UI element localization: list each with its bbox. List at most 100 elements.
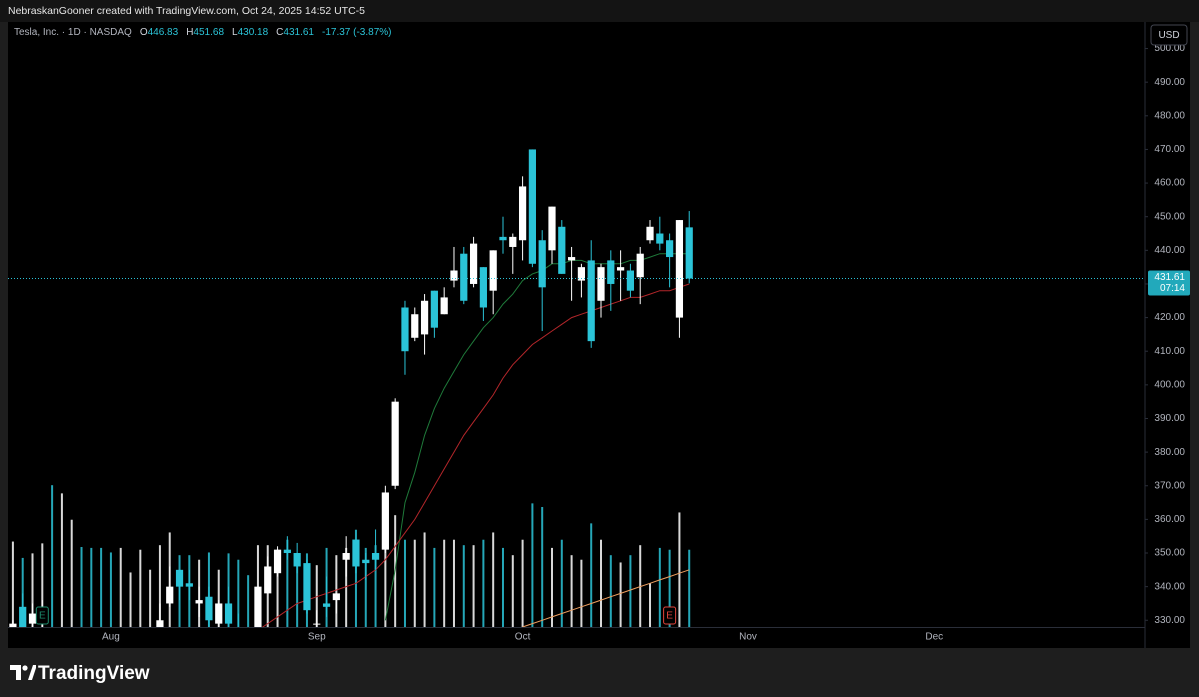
symbol: Tesla, Inc. · 1D · NASDAQ bbox=[14, 27, 132, 38]
moving-average bbox=[261, 283, 690, 627]
candle-body bbox=[19, 606, 27, 627]
x-tick-label: Dec bbox=[925, 632, 943, 643]
candle-body bbox=[666, 240, 674, 258]
legend: Tesla, Inc. · 1D · NASDAQ O 446.83 H 451.6… bbox=[14, 27, 391, 38]
volume-bar bbox=[649, 583, 652, 627]
candle-body bbox=[166, 586, 174, 604]
candle-body bbox=[607, 260, 615, 284]
volume-bar bbox=[70, 519, 73, 627]
candle-body bbox=[528, 149, 536, 264]
candle-body bbox=[587, 260, 595, 342]
candle-body bbox=[283, 549, 291, 554]
brand: TradingView bbox=[38, 663, 150, 684]
volume-bar bbox=[60, 493, 63, 627]
y-tick-label: 440.00 bbox=[1154, 245, 1185, 256]
candle-body bbox=[264, 566, 272, 594]
candle-body bbox=[636, 253, 644, 278]
volume-bar bbox=[472, 545, 475, 627]
volume-bar bbox=[541, 507, 544, 627]
change: -17.37 (-3.87%) bbox=[322, 27, 392, 38]
candle-body bbox=[450, 270, 458, 281]
volume-bar bbox=[149, 569, 152, 627]
volume-bar bbox=[413, 539, 416, 627]
volume-bar bbox=[139, 549, 142, 627]
volume-bar bbox=[384, 529, 387, 627]
volume-bar bbox=[335, 555, 338, 627]
candle-body bbox=[509, 236, 517, 247]
y-tick-label: 340.00 bbox=[1154, 581, 1185, 592]
candle-body bbox=[313, 623, 321, 625]
open-value: 446.83 bbox=[147, 27, 179, 38]
candle-body bbox=[391, 401, 399, 486]
volume-bar bbox=[80, 547, 83, 627]
volume-bar bbox=[158, 545, 161, 627]
candle-body bbox=[626, 270, 635, 291]
y-tick-label: 420.00 bbox=[1154, 312, 1185, 323]
candle-body bbox=[273, 549, 282, 574]
footer bbox=[0, 648, 1199, 697]
chart: 330.00 340.00 350.00 360.00 370.00 380.00 390.… bbox=[8, 22, 1190, 648]
volume-bar bbox=[217, 569, 220, 627]
volume-bar bbox=[31, 553, 34, 627]
volume-bar bbox=[129, 572, 132, 627]
candle-body bbox=[538, 240, 546, 288]
volume-bar bbox=[443, 539, 446, 627]
volume-bar bbox=[433, 547, 436, 627]
volume-bar bbox=[531, 503, 534, 627]
volume-bar bbox=[668, 549, 671, 627]
y-tick-label: 470.00 bbox=[1154, 144, 1185, 155]
candle-body bbox=[469, 243, 478, 284]
candle-body bbox=[499, 236, 507, 241]
axis-layer: 330.00 340.00 350.00 360.00 370.00 380.00 390.… bbox=[8, 24, 1190, 643]
candle-body bbox=[9, 623, 17, 627]
candle-body bbox=[548, 206, 556, 251]
candle-body bbox=[175, 569, 184, 587]
candle-body bbox=[362, 559, 370, 564]
candle-body bbox=[254, 586, 262, 627]
volume-bar bbox=[580, 559, 583, 627]
volume-bar bbox=[560, 539, 563, 627]
y-tick-label: 460.00 bbox=[1154, 178, 1185, 189]
candle-body bbox=[597, 267, 605, 301]
volume-bar bbox=[521, 539, 524, 627]
candle-body bbox=[567, 257, 576, 261]
candle-body bbox=[224, 603, 233, 624]
x-tick-label: Aug bbox=[102, 632, 120, 643]
volume-bar bbox=[276, 549, 279, 627]
candle-body bbox=[489, 250, 497, 291]
volume-bar bbox=[600, 539, 603, 627]
candle-body bbox=[293, 553, 301, 567]
volume-bar bbox=[237, 559, 240, 627]
volume-bar bbox=[570, 555, 573, 627]
candle-body bbox=[371, 553, 380, 560]
volume-bar bbox=[462, 545, 465, 627]
volume-bar bbox=[21, 557, 24, 627]
candle-body bbox=[646, 226, 654, 241]
y-tick-label: 410.00 bbox=[1154, 346, 1185, 357]
volume-bar bbox=[550, 547, 553, 627]
volume-bar bbox=[90, 547, 93, 627]
candle-body bbox=[656, 233, 664, 244]
candle-body bbox=[577, 267, 586, 281]
currency-button bbox=[1150, 24, 1188, 46]
volume-bar bbox=[315, 565, 318, 627]
candle-body bbox=[617, 267, 625, 271]
volume-bar bbox=[482, 539, 485, 627]
earnings-label: E bbox=[666, 611, 673, 622]
y-tick-label: 350.00 bbox=[1154, 548, 1185, 559]
candle-body bbox=[342, 553, 350, 560]
candle-body bbox=[322, 603, 331, 607]
volume-bar bbox=[109, 552, 112, 627]
logo-icon bbox=[10, 665, 36, 680]
volume-bar bbox=[609, 555, 612, 627]
high-key: H bbox=[186, 27, 194, 38]
high-value: 451.68 bbox=[193, 27, 225, 38]
volume-bar bbox=[501, 547, 504, 627]
volume-bar bbox=[688, 549, 691, 627]
candle-body bbox=[195, 600, 203, 604]
volume-bar bbox=[11, 541, 14, 627]
candle-body bbox=[558, 226, 566, 274]
x-tick-label: Sep bbox=[308, 632, 326, 643]
moving-average bbox=[522, 569, 690, 627]
